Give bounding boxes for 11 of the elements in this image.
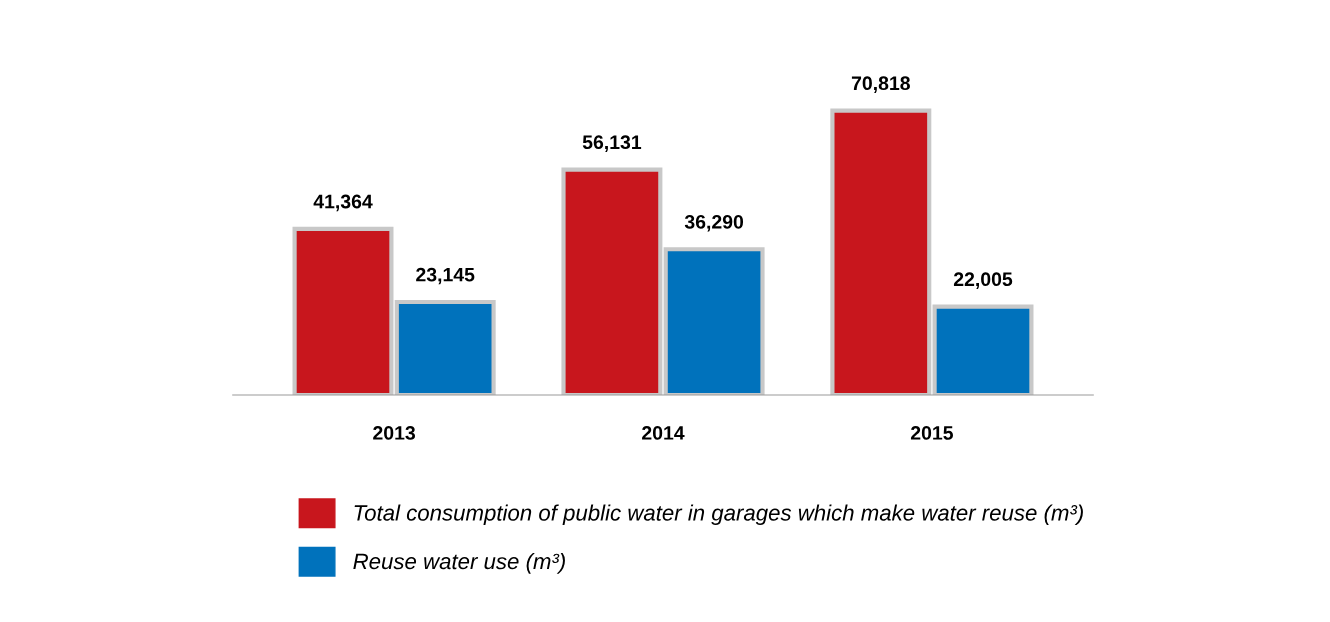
data-label: 41,364	[313, 194, 373, 212]
legend-label: Reuse water use (m³)	[353, 552, 565, 574]
legend-label: Total consumption of public water in garages which make water reuse (m³)	[354, 504, 1083, 526]
data-label: 23,145	[416, 267, 475, 285]
data-label: 22,005	[953, 272, 1013, 289]
x-tick-label: 2015	[910, 426, 953, 440]
x-tick-label: 2013	[373, 426, 416, 440]
x-tick-label: 2014	[642, 426, 685, 440]
data-label: 36,290	[684, 214, 744, 232]
data-label: 70,818	[851, 76, 910, 93]
data-label: 56,131	[582, 135, 642, 152]
